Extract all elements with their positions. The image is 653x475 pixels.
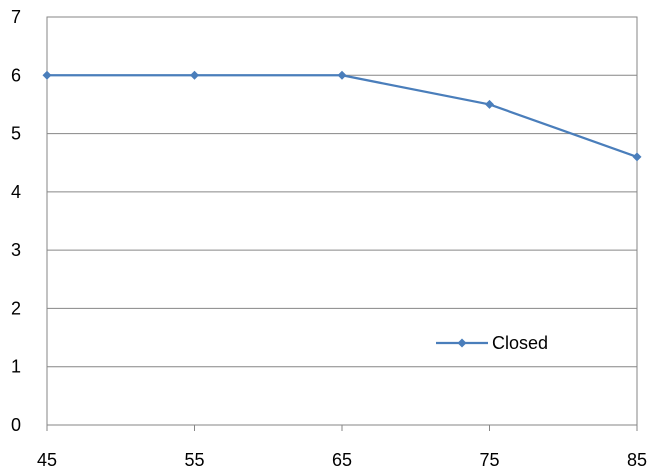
series-line-closed (47, 74, 638, 158)
x-tick-label-75: 75 (479, 450, 499, 470)
legend: Closed (436, 333, 548, 353)
legend-marker (457, 338, 467, 348)
y-tick-label-1: 1 (11, 357, 21, 377)
plot-area-border (46, 16, 638, 426)
data-point-65 (337, 70, 347, 80)
legend-label-closed: Closed (492, 333, 548, 353)
x-tick-label-65: 65 (332, 450, 352, 470)
data-point-75 (485, 99, 494, 109)
x-axis-tick-labels: 45 55 65 75 85 (37, 450, 647, 470)
data-point-45 (42, 70, 52, 80)
y-tick-label-2: 2 (11, 298, 21, 318)
x-tick-label-45: 45 (37, 450, 57, 470)
y-tick-label-6: 6 (11, 65, 21, 85)
y-tick-label-5: 5 (11, 124, 21, 144)
y-tick-label-3: 3 (11, 240, 21, 260)
y-axis-tick-labels: 0 1 2 3 4 5 6 7 (11, 7, 21, 435)
y-tick-label-0: 0 (11, 415, 21, 435)
x-tick-label-55: 55 (184, 450, 204, 470)
data-point-85 (632, 152, 642, 162)
data-point-55 (190, 70, 199, 80)
x-tick-label-85: 85 (627, 450, 647, 470)
y-tick-label-7: 7 (11, 7, 21, 27)
y-tick-label-4: 4 (11, 182, 21, 202)
series-layer (42, 70, 642, 162)
